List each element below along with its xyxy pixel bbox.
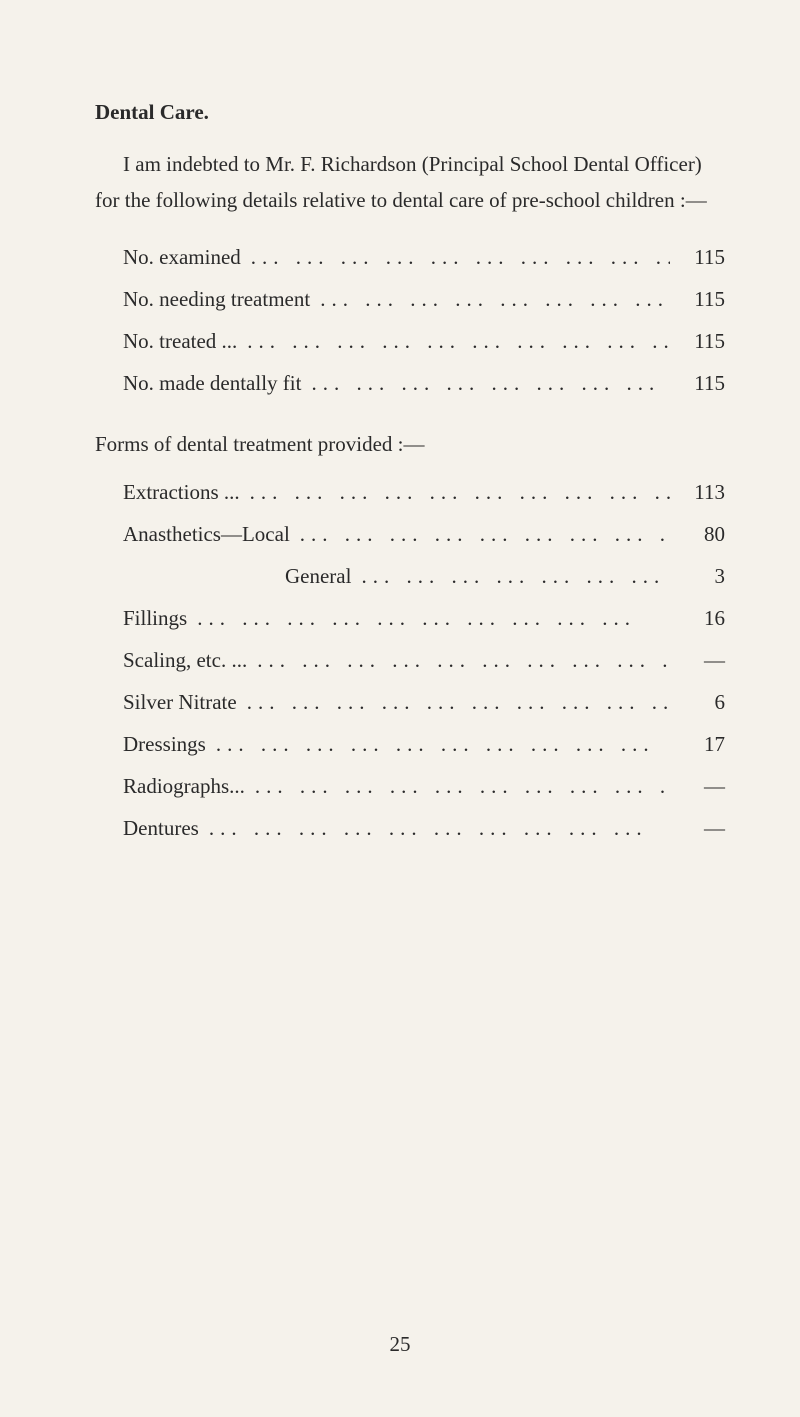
- item-value: 80: [670, 513, 725, 555]
- leader-dots: ... ... ... ... ... ... ... ... ... ...: [206, 723, 670, 765]
- leader-dots: ... ... ... ... ... ... ... ... ... ...: [290, 513, 670, 555]
- item-value: 115: [670, 278, 725, 320]
- list-item: Fillings... ... ... ... ... ... ... ... …: [95, 597, 725, 639]
- item-value: 17: [670, 723, 725, 765]
- item-value: 113: [670, 471, 725, 513]
- item-label: Fillings: [123, 597, 187, 639]
- item-value: 16: [670, 597, 725, 639]
- page-number: 25: [0, 1332, 800, 1357]
- stats-list-2: Extractions ...... ... ... ... ... ... .…: [95, 471, 725, 849]
- item-label: Scaling, etc. ...: [123, 639, 247, 681]
- leader-dots: ... ... ... ... ... ... ... ... ... ...: [199, 807, 670, 849]
- item-value: 115: [670, 362, 725, 404]
- subsection-heading: Forms of dental treatment provided :—: [95, 432, 725, 457]
- item-label: No. needing treatment: [123, 278, 310, 320]
- list-item: Dressings... ... ... ... ... ... ... ...…: [95, 723, 725, 765]
- item-label: No. treated ...: [123, 320, 237, 362]
- item-label: Anasthetics—Local: [123, 513, 290, 555]
- leader-dots: ... ... ... ... ... ... ... ... ... ...: [310, 278, 670, 320]
- item-label: Extractions ...: [123, 471, 240, 513]
- item-label: Dentures: [123, 807, 199, 849]
- item-label: General: [285, 555, 351, 597]
- list-item: Extractions ...... ... ... ... ... ... .…: [95, 471, 725, 513]
- leader-dots: ... ... ... ... ... ... ... ... ... ...: [187, 597, 670, 639]
- item-value: 115: [670, 320, 725, 362]
- leader-dots: ... ... ... ... ... ... ... ... ... ...: [351, 555, 670, 597]
- item-label: Dressings: [123, 723, 206, 765]
- item-value: 3: [670, 555, 725, 597]
- list-item: No. made dentally fit... ... ... ... ...…: [95, 362, 725, 404]
- item-value: 6: [670, 681, 725, 723]
- item-label: Silver Nitrate: [123, 681, 237, 723]
- intro-paragraph: I am indebted to Mr. F. Richardson (Prin…: [95, 147, 725, 218]
- item-label: No. made dentally fit: [123, 362, 301, 404]
- item-value: —: [670, 807, 725, 849]
- leader-dots: ... ... ... ... ... ... ... ... ... ...: [237, 681, 670, 723]
- leader-dots: ... ... ... ... ... ... ... ... ... ...: [241, 236, 670, 278]
- list-item: No. needing treatment... ... ... ... ...…: [95, 278, 725, 320]
- item-label: No. examined: [123, 236, 241, 278]
- list-item: Dentures... ... ... ... ... ... ... ... …: [95, 807, 725, 849]
- list-item: Scaling, etc. ...... ... ... ... ... ...…: [95, 639, 725, 681]
- leader-dots: ... ... ... ... ... ... ... ... ... ...: [240, 471, 670, 513]
- item-value: —: [670, 639, 725, 681]
- list-item: General... ... ... ... ... ... ... ... .…: [95, 555, 725, 597]
- leader-dots: ... ... ... ... ... ... ... ... ... ...: [245, 765, 670, 807]
- list-item: Silver Nitrate... ... ... ... ... ... ..…: [95, 681, 725, 723]
- list-item: Radiographs...... ... ... ... ... ... ..…: [95, 765, 725, 807]
- item-label: Radiographs...: [123, 765, 245, 807]
- leader-dots: ... ... ... ... ... ... ... ... ... ...: [247, 639, 670, 681]
- section-heading: Dental Care.: [95, 100, 725, 125]
- list-item: No. examined... ... ... ... ... ... ... …: [95, 236, 725, 278]
- list-item: No. treated ...... ... ... ... ... ... .…: [95, 320, 725, 362]
- list-item: Anasthetics—Local... ... ... ... ... ...…: [95, 513, 725, 555]
- item-value: —: [670, 765, 725, 807]
- page-container: Dental Care. I am indebted to Mr. F. Ric…: [0, 0, 800, 1417]
- item-value: 115: [670, 236, 725, 278]
- leader-dots: ... ... ... ... ... ... ... ... ... ...: [301, 362, 670, 404]
- leader-dots: ... ... ... ... ... ... ... ... ... ...: [237, 320, 670, 362]
- stats-list-1: No. examined... ... ... ... ... ... ... …: [95, 236, 725, 404]
